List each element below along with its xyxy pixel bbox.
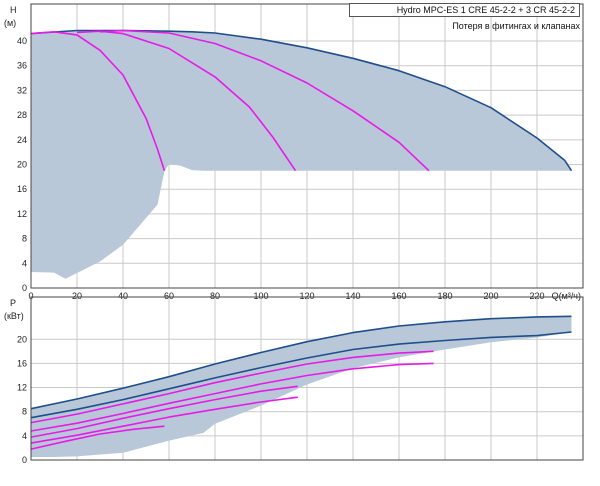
head-y-tick-label: 4	[22, 258, 27, 268]
head-x-tick-label: 40	[118, 291, 128, 301]
power-curve-7	[30, 425, 165, 450]
head-x-tick-label: 0	[28, 291, 33, 301]
power-plot-frame	[30, 296, 584, 461]
power-curve-5	[30, 385, 298, 438]
chart-annotation: Потеря в фитингах и клапанах	[452, 21, 580, 31]
head-y-tick-label: 16	[17, 184, 27, 194]
head-y-tick-label: 0	[22, 283, 27, 293]
head-chart: 0 4 8 12 16 20 24 28 32 36 40 H (м) 0 20 40 60 80 100 120 14…	[4, 3, 584, 301]
power-y-tick-label: 12	[17, 383, 27, 393]
head-x-tick-label: 120	[299, 291, 314, 301]
head-x-tick-label: 100	[253, 291, 268, 301]
head-y-tick-label: 12	[17, 209, 27, 219]
head-plot-frame	[30, 3, 584, 289]
chart-title-box: Hydro MPC-ES 1 CRE 45-2-2 + 3 CR 45-2-2	[349, 3, 580, 17]
head-x-tick-label: 160	[391, 291, 406, 301]
head-x-tick-label: 180	[437, 291, 452, 301]
head-y-tick-label: 32	[17, 85, 27, 95]
head-operating-band	[31, 30, 572, 279]
head-y-axis-unit: (м)	[4, 18, 16, 28]
head-y-tick-label: 28	[17, 110, 27, 120]
power-y-tick-label: 8	[22, 407, 27, 417]
power-curve-1	[30, 315, 572, 410]
power-curve-4	[30, 362, 434, 432]
power-chart: 0 4 8 12 16 20 P (кВт)	[4, 296, 584, 465]
head-x-axis-label: Q(м³/ч)	[552, 291, 581, 301]
head-y-axis-label: H	[10, 5, 17, 15]
power-y-axis-unit: (кВт)	[4, 311, 24, 321]
head-x-tick-label: 220	[529, 291, 544, 301]
head-x-tick-label: 200	[483, 291, 498, 301]
head-curve-4	[99, 29, 430, 172]
power-curve-2	[30, 331, 572, 419]
power-curve-6	[30, 396, 298, 444]
head-x-tick-label: 60	[164, 291, 174, 301]
head-y-tick-label: 36	[17, 61, 27, 71]
power-y-tick-label: 0	[22, 455, 27, 465]
head-x-tick-label: 80	[210, 291, 220, 301]
head-x-tick-label: 20	[72, 291, 82, 301]
power-y-axis-label: P	[10, 298, 16, 308]
head-y-tick-label: 20	[17, 160, 27, 170]
head-x-tick-label: 140	[345, 291, 360, 301]
head-y-tick-label: 8	[22, 234, 27, 244]
power-operating-band	[31, 316, 572, 457]
head-y-tick-label: 40	[17, 36, 27, 46]
power-y-tick-label: 4	[22, 431, 27, 441]
head-y-tick-label: 24	[17, 135, 27, 145]
head-curve-2	[30, 31, 166, 171]
power-curve-3	[30, 350, 434, 424]
power-y-tick-label: 16	[17, 358, 27, 368]
power-y-tick-label: 20	[17, 334, 27, 344]
